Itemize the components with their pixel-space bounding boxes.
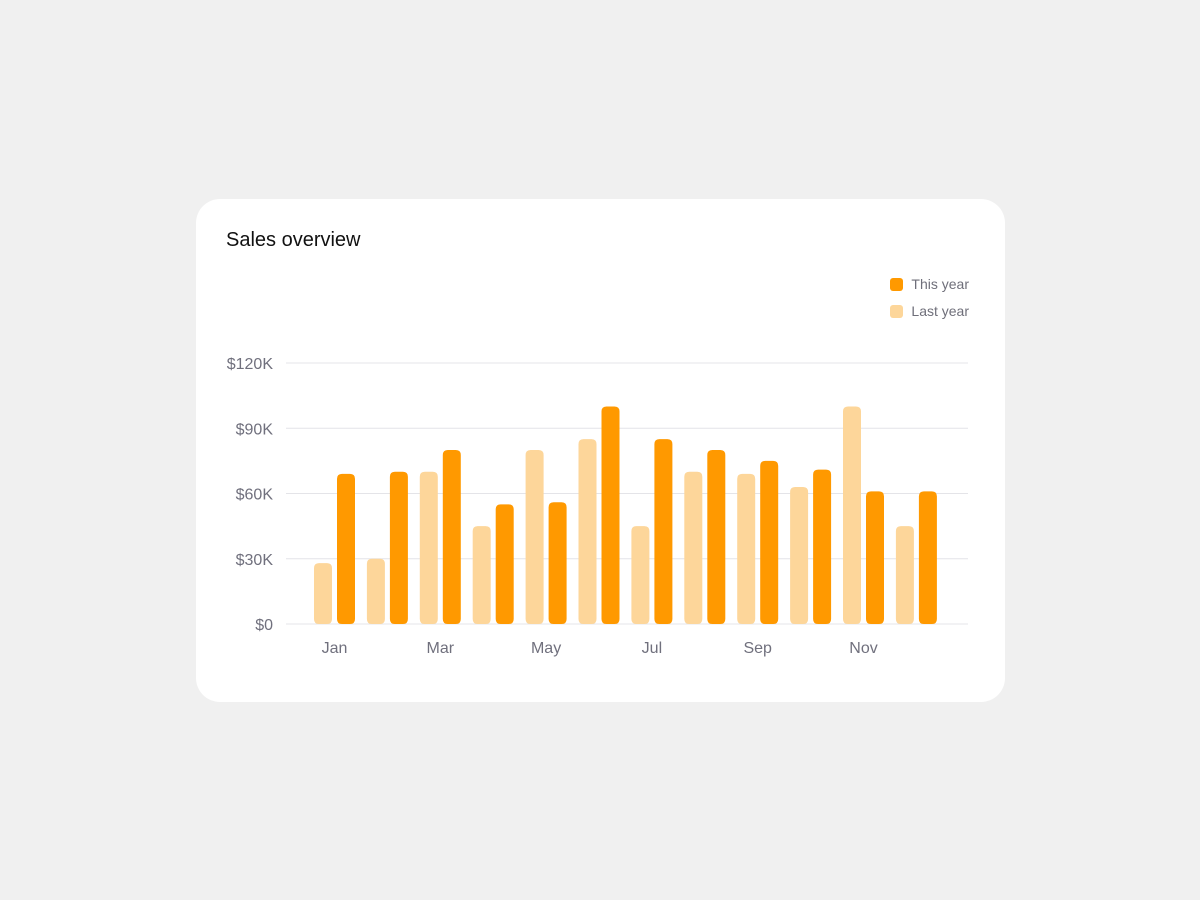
bar-last-year-mar <box>419 471 438 624</box>
legend-swatch-this-year <box>890 277 904 291</box>
bar-this-year-may <box>548 502 567 624</box>
bar-last-year-aug <box>684 471 703 624</box>
x-tick-label: Jul <box>642 640 662 657</box>
bar-last-year-oct <box>790 486 809 624</box>
legend-label-this-year: This year <box>911 276 969 292</box>
x-tick-label: Mar <box>427 640 455 657</box>
bar-last-year-feb <box>366 558 385 624</box>
bar-last-year-jan <box>314 563 332 624</box>
bar-this-year-sep <box>760 460 779 624</box>
bar-chart: $0 $30K $60K $90K $120K Jan Mar May Jul Sep Nov <box>227 356 968 657</box>
y-tick-label: $0 <box>255 617 273 634</box>
bar-this-year-aug <box>707 450 726 624</box>
legend-item-this-year: This year <box>890 275 969 293</box>
x-tick-label: Sep <box>743 640 772 657</box>
sales-overview-card: Sales overview This year Last year $0 $30… <box>196 199 1005 702</box>
bar-last-year-may <box>525 450 544 624</box>
y-tick-label: $120K <box>227 356 274 373</box>
card-title: Sales overview <box>226 229 361 251</box>
y-tick-label: $90K <box>236 421 274 438</box>
bar-this-year-dec <box>918 491 937 624</box>
bar-this-year-apr <box>495 504 514 624</box>
bar-this-year-feb <box>389 471 408 624</box>
bar-last-year-jul <box>631 526 650 624</box>
bar-last-year-nov <box>843 406 861 624</box>
y-tick-label: $30K <box>236 552 274 569</box>
bar-this-year-nov <box>866 491 884 624</box>
bar-last-year-sep <box>737 473 756 624</box>
legend-item-last-year: Last year <box>890 302 969 320</box>
bar-this-year-jun <box>601 406 620 624</box>
y-tick-label: $60K <box>236 487 274 504</box>
x-tick-label: Nov <box>849 640 877 657</box>
bar-this-year-mar <box>442 450 461 624</box>
bar-this-year-oct <box>813 469 832 624</box>
bar-last-year-apr <box>472 526 491 624</box>
bar-this-year-jul <box>654 439 673 624</box>
legend-swatch-last-year <box>890 304 904 318</box>
bar-last-year-dec <box>895 526 914 624</box>
bar-last-year-jun <box>578 439 597 624</box>
chart-legend: This year Last year <box>890 275 969 329</box>
legend-label-last-year: Last year <box>911 303 969 319</box>
bar-this-year-jan <box>337 473 355 624</box>
x-tick-label: Jan <box>322 640 348 657</box>
x-tick-label: May <box>531 640 561 657</box>
